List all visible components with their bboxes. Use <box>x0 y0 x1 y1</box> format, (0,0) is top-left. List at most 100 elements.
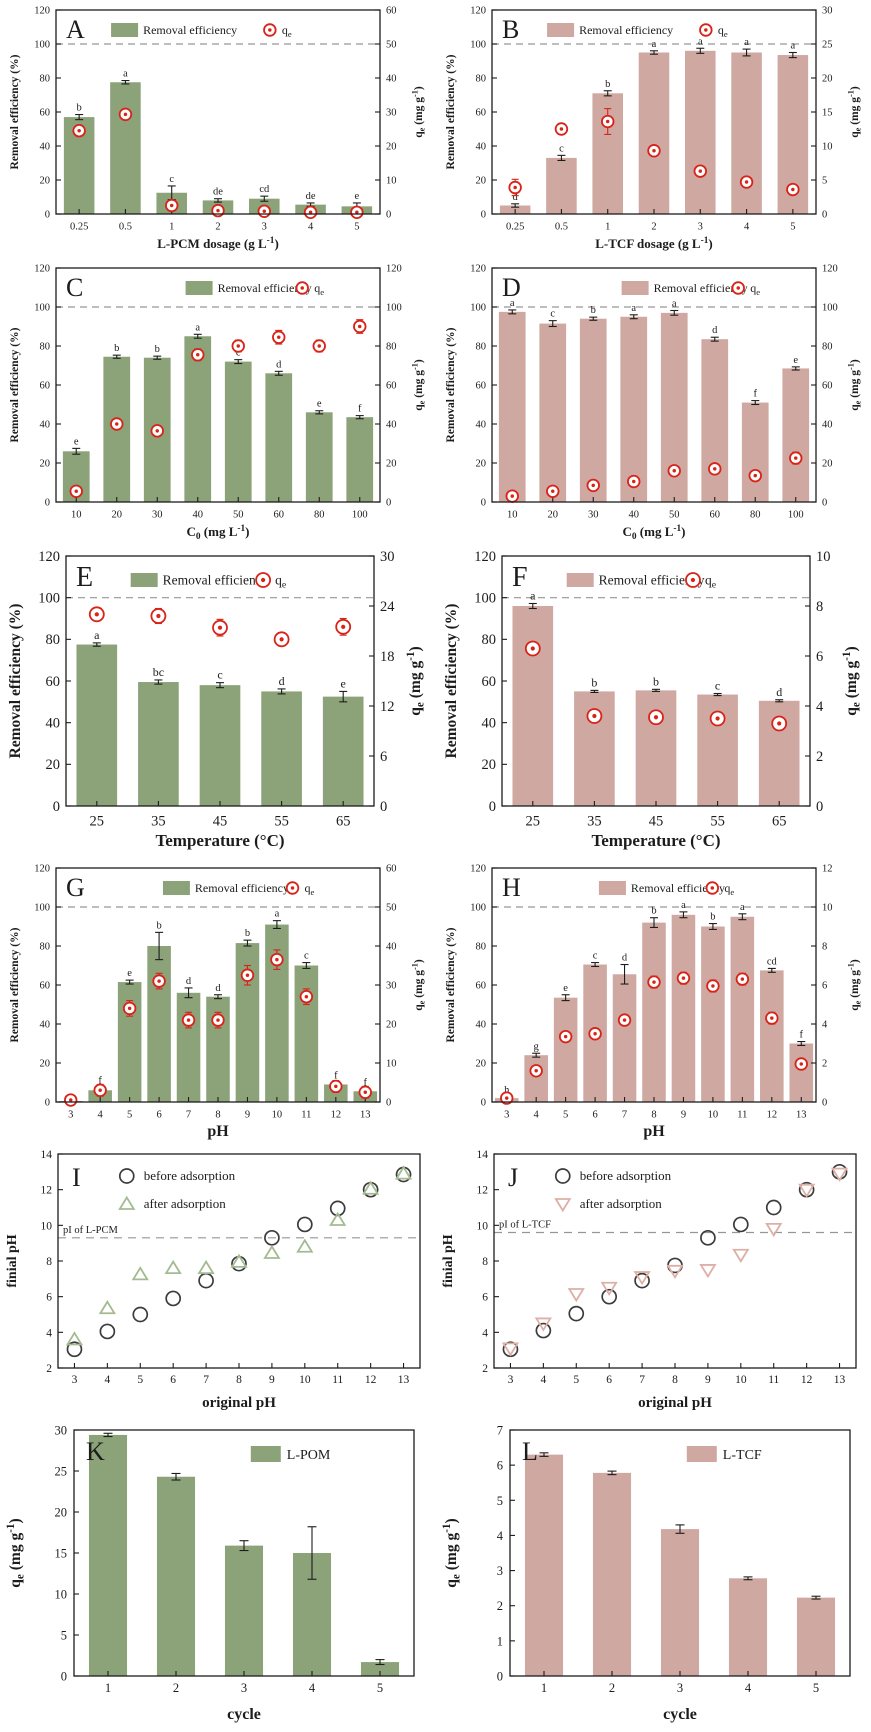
svg-text:15: 15 <box>822 107 833 118</box>
svg-text:120: 120 <box>474 549 496 565</box>
svg-text:1: 1 <box>496 1634 502 1648</box>
svg-text:b: b <box>155 344 160 355</box>
svg-text:24: 24 <box>380 599 395 615</box>
svg-text:K: K <box>86 1437 105 1466</box>
svg-text:80: 80 <box>750 510 761 521</box>
svg-text:3: 3 <box>68 1110 73 1121</box>
svg-text:80: 80 <box>475 941 486 952</box>
svg-text:120: 120 <box>38 549 60 565</box>
svg-text:4: 4 <box>540 1374 546 1386</box>
svg-text:11: 11 <box>332 1374 343 1386</box>
svg-text:20: 20 <box>112 510 123 521</box>
svg-text:c: c <box>592 951 597 962</box>
svg-text:0: 0 <box>822 1097 827 1108</box>
svg-text:b: b <box>77 103 82 114</box>
svg-text:3: 3 <box>507 1374 513 1386</box>
svg-text:6: 6 <box>380 749 387 765</box>
svg-text:4: 4 <box>482 1327 488 1339</box>
svg-text:Temperature (°C): Temperature (°C) <box>591 831 720 850</box>
svg-text:50: 50 <box>669 510 680 521</box>
svg-text:6: 6 <box>592 1110 597 1121</box>
svg-text:10: 10 <box>386 1058 397 1069</box>
chart-K: 1 2 3 4 5 0 5 10 15 20 25 30 qe (mg g-1) cycle K L-POM <box>5 1424 415 1723</box>
svg-text:f: f <box>98 1075 102 1086</box>
svg-text:c: c <box>559 143 564 154</box>
svg-text:cycle: cycle <box>663 1706 697 1723</box>
svg-text:0: 0 <box>386 497 391 508</box>
svg-text:c: c <box>236 348 241 359</box>
svg-text:0: 0 <box>480 1097 485 1108</box>
svg-text:5: 5 <box>354 222 359 233</box>
svg-text:qe (mg g-1): qe (mg g-1) <box>841 646 862 715</box>
chart-D: a 10 c 20 b 30 a 40 a 50 d 60 f 80 e 100 0 20 40 60 80 100 120… <box>445 263 863 541</box>
svg-text:Removal efficiency (%): Removal efficiency (%) <box>7 604 24 759</box>
svg-text:100: 100 <box>470 302 486 313</box>
svg-text:9: 9 <box>680 1110 685 1121</box>
svg-text:4: 4 <box>822 1019 828 1030</box>
svg-text:12: 12 <box>476 1185 488 1197</box>
svg-text:b: b <box>710 912 715 923</box>
svg-text:45: 45 <box>648 814 663 830</box>
panel-i-final-ph-scatter-lpcm: pI of L-PCM 2 4 6 8 10 12 14 3 4 5 6 7 8 9 10 11 12 13 fini… <box>0 1146 436 1418</box>
svg-text:C0 (mg L-1): C0 (mg L-1) <box>186 524 249 542</box>
svg-text:0.5: 0.5 <box>554 222 567 233</box>
svg-text:a: a <box>631 303 636 314</box>
svg-text:0.25: 0.25 <box>70 222 88 233</box>
svg-text:12: 12 <box>800 1374 812 1386</box>
svg-text:Removal efficiency (%): Removal efficiency (%) <box>445 327 457 442</box>
svg-text:14: 14 <box>41 1149 53 1161</box>
svg-text:pH: pH <box>643 1123 665 1140</box>
svg-text:d: d <box>776 685 782 699</box>
svg-text:20: 20 <box>475 458 486 469</box>
svg-text:65: 65 <box>771 814 786 830</box>
svg-text:40: 40 <box>386 941 397 952</box>
svg-text:100: 100 <box>822 302 838 313</box>
svg-text:100: 100 <box>34 902 50 913</box>
svg-text:6: 6 <box>606 1374 612 1386</box>
svg-text:13: 13 <box>360 1110 371 1121</box>
svg-text:b: b <box>245 928 250 939</box>
svg-text:50: 50 <box>386 39 397 50</box>
svg-text:finial pH: finial pH <box>441 1234 456 1287</box>
svg-text:100: 100 <box>34 39 50 50</box>
svg-text:a: a <box>671 299 676 310</box>
svg-text:5: 5 <box>61 1629 67 1643</box>
svg-text:55: 55 <box>710 814 725 830</box>
svg-text:Removal efficiency (%): Removal efficiency (%) <box>443 604 460 759</box>
panel-j-final-ph-scatter-ltcf: pI of L-TCF 2 4 6 8 10 12 14 3 4 5 6 7 8 9 10 11 12 13 fini… <box>436 1146 871 1418</box>
svg-text:4: 4 <box>98 1110 104 1121</box>
svg-text:0: 0 <box>488 799 495 815</box>
svg-text:25: 25 <box>90 814 105 830</box>
svg-text:a: a <box>275 909 280 920</box>
svg-text:5: 5 <box>563 1110 568 1121</box>
svg-text:b: b <box>591 675 597 689</box>
svg-text:80: 80 <box>40 73 51 84</box>
svg-text:2: 2 <box>822 1058 827 1069</box>
svg-text:qe (mg g-1): qe (mg g-1) <box>846 359 862 411</box>
svg-text:60: 60 <box>274 510 285 521</box>
svg-text:20: 20 <box>40 1058 51 1069</box>
svg-text:20: 20 <box>822 73 833 84</box>
svg-text:10: 10 <box>816 549 831 565</box>
svg-text:100: 100 <box>386 302 402 313</box>
svg-text:120: 120 <box>34 5 50 16</box>
svg-text:c: c <box>714 679 719 693</box>
svg-text:0: 0 <box>822 209 827 220</box>
svg-text:6: 6 <box>156 1110 161 1121</box>
svg-text:4: 4 <box>533 1110 539 1121</box>
chart-svg-C: e 10 b 20 b 30 a 40 c 50 d 60 e 80 f 100 0 20 40 60 80 100 120… <box>9 263 427 542</box>
svg-text:b: b <box>605 79 610 90</box>
svg-text:40: 40 <box>822 419 833 430</box>
svg-text:20: 20 <box>481 757 496 773</box>
svg-text:2: 2 <box>816 749 823 765</box>
svg-text:C: C <box>66 273 83 302</box>
svg-text:after adsorption: after adsorption <box>144 1196 226 1211</box>
svg-text:4: 4 <box>496 1529 503 1543</box>
svg-text:14: 14 <box>476 1149 488 1161</box>
svg-text:f: f <box>753 389 757 400</box>
svg-text:0: 0 <box>480 209 485 220</box>
svg-text:8: 8 <box>822 941 827 952</box>
svg-text:8: 8 <box>651 1110 656 1121</box>
svg-text:0: 0 <box>816 799 823 815</box>
svg-text:10: 10 <box>822 902 833 913</box>
